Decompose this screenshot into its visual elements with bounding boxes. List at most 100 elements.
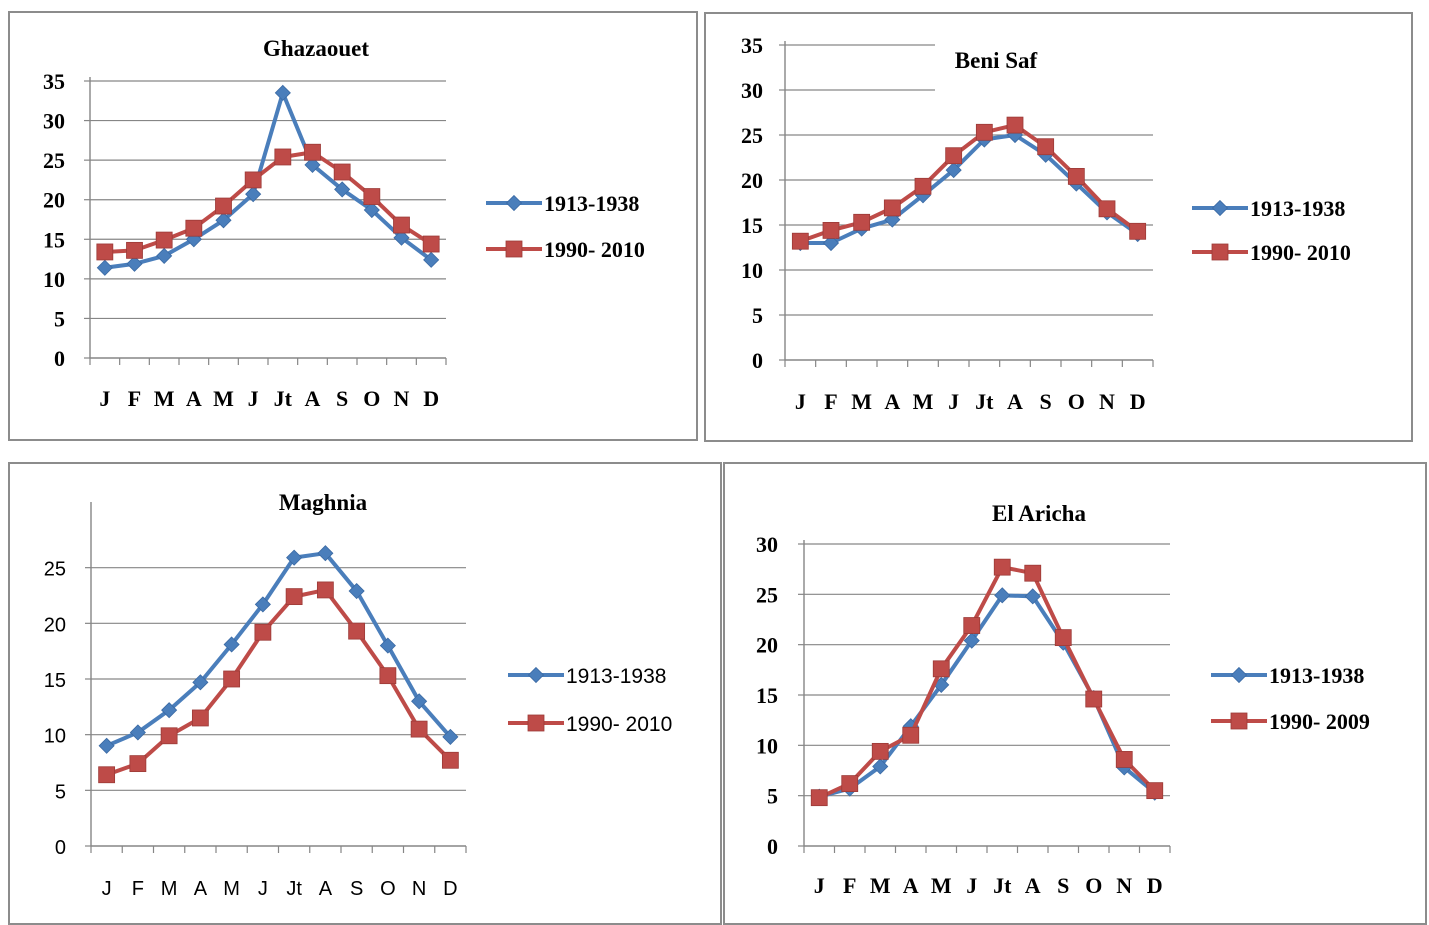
x-tick-label: M (154, 386, 175, 411)
data-point (129, 724, 146, 741)
x-tick-label: A (194, 878, 208, 900)
series-1 (811, 587, 1163, 805)
y-tick-label: 20 (741, 168, 763, 193)
y-tick-label: 20 (43, 188, 65, 213)
x-tick-label: O (1085, 873, 1102, 898)
series-line (104, 90, 433, 270)
legend-label: 1913-1938 (566, 665, 666, 688)
x-tick-label: A (1007, 389, 1023, 414)
data-point (96, 243, 114, 261)
data-point (155, 231, 173, 249)
data-point (254, 596, 271, 613)
data-point (161, 702, 178, 719)
x-tick-label: J (258, 878, 268, 900)
data-point (285, 588, 303, 606)
y-tick-label: 25 (741, 123, 763, 148)
legend-marker (1230, 666, 1248, 684)
x-tick-label: J (814, 873, 825, 898)
x-tick-label: F (132, 878, 144, 900)
y-tick-label: 15 (43, 227, 65, 252)
series-line (799, 123, 1139, 244)
y-tick-label: 0 (752, 348, 763, 373)
y-tick-label: 0 (55, 837, 66, 859)
y-tick-label: 15 (756, 683, 778, 708)
x-tick-label: O (363, 386, 380, 411)
legend-marker (505, 240, 523, 258)
data-point (98, 737, 115, 754)
data-point (333, 163, 351, 181)
data-point (363, 201, 380, 219)
legend-label: 1990- 2010 (1250, 240, 1351, 265)
data-point (192, 674, 209, 691)
series-line (104, 150, 433, 254)
data-point (317, 545, 334, 562)
data-point (98, 766, 116, 784)
legend-item: 1913-1938 (1192, 196, 1345, 221)
x-tick-label: N (412, 878, 426, 900)
legend-item: 1990- 2010 (486, 237, 645, 262)
y-tick-label: 5 (767, 784, 778, 809)
data-point (96, 259, 113, 276)
data-point (993, 558, 1011, 576)
data-point (334, 181, 351, 198)
data-point (215, 212, 232, 229)
x-tick-label: M (913, 389, 934, 414)
x-tick-label: Jt (975, 389, 994, 414)
legend-marker (1211, 199, 1229, 217)
x-tick-label: A (884, 389, 900, 414)
legend-item: 1990- 2010 (508, 713, 672, 736)
data-point (853, 213, 871, 231)
x-tick-label: M (870, 873, 891, 898)
y-tick-label: 30 (43, 109, 65, 134)
data-point (822, 221, 840, 239)
y-tick-label: 25 (43, 148, 65, 173)
legend-item: 1990- 2009 (1211, 709, 1370, 734)
data-point (871, 742, 889, 760)
y-tick-label: 5 (752, 303, 763, 328)
data-point (223, 636, 240, 653)
data-point (442, 728, 459, 745)
data-point (393, 229, 410, 246)
data-point (810, 789, 828, 807)
x-tick-label: F (824, 389, 837, 414)
data-point (791, 232, 809, 250)
data-point (822, 234, 840, 252)
legend-marker (527, 666, 545, 684)
data-point (126, 241, 143, 259)
data-point (274, 148, 292, 166)
chart-title: Ghazaouet (263, 36, 369, 61)
data-point (393, 216, 410, 234)
data-point (254, 623, 272, 641)
x-tick-label: S (1040, 389, 1052, 414)
chart-panel-ghazaouet: Ghazaouet 0 5 10 15 20 25 30 35 J F M A M J Jt A S O N D 1913… (8, 11, 698, 441)
data-point (160, 727, 178, 745)
series-2 (810, 558, 1164, 807)
data-point (348, 622, 366, 640)
legend-label: 1913-1938 (1269, 663, 1364, 688)
x-tick-label: N (1099, 389, 1115, 414)
y-tick-label: 25 (756, 582, 778, 607)
y-tick-label: 25 (44, 559, 66, 581)
x-tick-label: A (903, 873, 919, 898)
data-point (1054, 629, 1072, 647)
legend-item: 1913-1938 (486, 191, 639, 216)
x-tick-label: A (305, 386, 321, 411)
series-1 (98, 545, 459, 754)
data-point (441, 751, 459, 769)
data-point (274, 84, 291, 101)
x-tick-label: J (966, 873, 977, 898)
data-point (129, 755, 147, 773)
data-point (1129, 222, 1147, 240)
data-point (975, 123, 993, 141)
x-tick-label: M (213, 386, 234, 411)
legend-marker (1230, 712, 1248, 730)
legend-label: 1990- 2010 (566, 713, 672, 736)
data-point (1085, 690, 1103, 708)
legend-item: 1913-1938 (508, 665, 666, 688)
series-line (105, 551, 452, 748)
data-point (1024, 564, 1042, 582)
y-tick-label: 20 (44, 614, 66, 636)
data-point (1067, 167, 1085, 185)
